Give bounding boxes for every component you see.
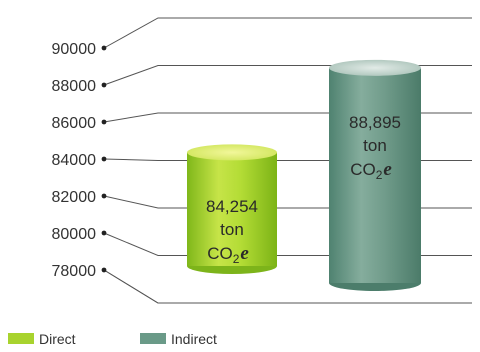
bar-top [187,144,277,161]
legend-entry-indirect: Indirect [140,331,217,347]
svg-text:ton: ton [363,136,387,155]
y-tick-mark [101,267,107,273]
bar-layer: 84,254 ton CO2e 88,895 ton CO2e [187,59,421,291]
y-tick-mark [101,193,107,199]
data-label: 84,254 ton CO2e [206,197,258,266]
y-tick-mark [101,119,107,125]
y-tick-label: 90000 [52,41,97,58]
y-tick-mark [101,45,107,51]
svg-text:ton: ton [220,220,244,239]
y-tick-mark [101,156,107,162]
y-tick-label: 84000 [52,152,97,169]
legend-swatch [8,333,34,344]
legend: Direct Indirect [8,331,217,347]
legend-entry-direct: Direct [8,331,76,347]
y-tick-label: 82000 [52,189,97,206]
legend-swatch [140,333,166,344]
svg-text:CO2e: CO2e [350,159,392,182]
y-tick-label: 80000 [52,226,97,243]
y-axis: 78000 80000 82000 84000 86000 88000 90000 [52,41,107,280]
svg-text:CO2e: CO2e [207,243,249,266]
y-tick-mark [101,230,107,236]
floor-line [103,269,472,304]
legend-label: Indirect [171,331,217,347]
bar-direct: 84,254 ton CO2e [187,144,277,274]
svg-text:84,254: 84,254 [206,197,258,216]
gridline [103,17,472,49]
y-tick-mark [101,82,107,88]
y-tick-label: 78000 [52,263,97,280]
svg-text:88,895: 88,895 [349,113,401,132]
grid-layer [103,17,472,304]
legend-label: Direct [39,331,76,347]
y-tick-label: 86000 [52,115,97,132]
data-label: 88,895 ton CO2e [349,113,401,182]
bar-top [329,59,421,76]
bar-body [187,152,277,266]
bar-body [329,67,421,283]
bar-indirect: 88,895 ton CO2e [329,59,421,291]
y-tick-label: 88000 [52,78,97,95]
